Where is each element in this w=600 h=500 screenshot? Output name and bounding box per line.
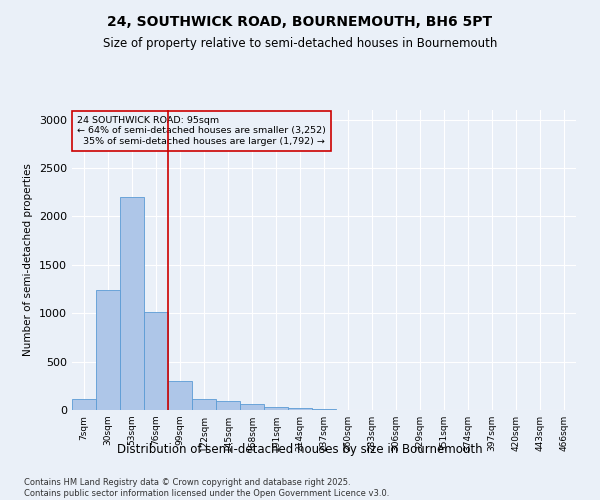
Bar	[312, 409, 336, 410]
Y-axis label: Number of semi-detached properties: Number of semi-detached properties	[23, 164, 34, 356]
Bar	[96, 290, 120, 410]
Bar	[264, 407, 288, 410]
Bar	[144, 312, 168, 410]
Bar	[168, 381, 192, 410]
Text: Distribution of semi-detached houses by size in Bournemouth: Distribution of semi-detached houses by …	[117, 442, 483, 456]
Text: Contains HM Land Registry data © Crown copyright and database right 2025.
Contai: Contains HM Land Registry data © Crown c…	[24, 478, 389, 498]
Bar	[216, 402, 240, 410]
Text: Size of property relative to semi-detached houses in Bournemouth: Size of property relative to semi-detach…	[103, 38, 497, 51]
Bar	[192, 399, 216, 410]
Bar	[120, 197, 144, 410]
Bar	[72, 399, 96, 410]
Bar	[288, 408, 312, 410]
Text: 24, SOUTHWICK ROAD, BOURNEMOUTH, BH6 5PT: 24, SOUTHWICK ROAD, BOURNEMOUTH, BH6 5PT	[107, 15, 493, 29]
Bar	[240, 404, 264, 410]
Text: 24 SOUTHWICK ROAD: 95sqm
← 64% of semi-detached houses are smaller (3,252)
  35%: 24 SOUTHWICK ROAD: 95sqm ← 64% of semi-d…	[77, 116, 326, 146]
